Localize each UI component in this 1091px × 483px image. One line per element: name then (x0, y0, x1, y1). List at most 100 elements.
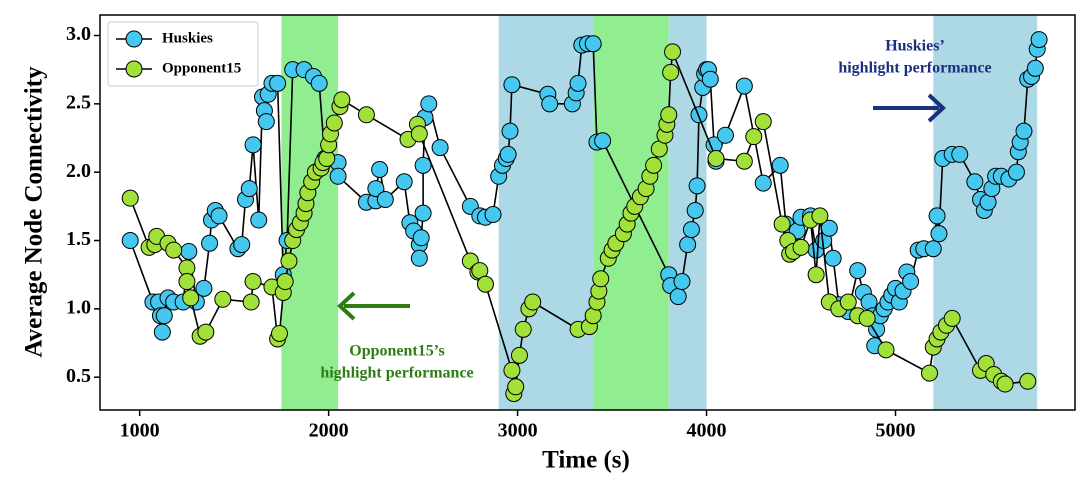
data-point (735, 77, 753, 95)
data-point (686, 201, 704, 219)
legend-marker (125, 60, 143, 78)
data-point (679, 236, 697, 254)
x-tick-label: 4000 (687, 420, 727, 442)
data-point (269, 74, 287, 92)
data-point (165, 241, 183, 259)
data-point (153, 323, 171, 341)
data-point (924, 240, 942, 258)
data-point (682, 221, 700, 239)
data-point (233, 236, 251, 254)
data-point (773, 215, 791, 233)
data-point (902, 273, 920, 291)
data-point (858, 309, 876, 327)
data-point (499, 145, 517, 163)
data-point (735, 152, 753, 170)
data-point (195, 279, 213, 297)
data-point (501, 122, 519, 140)
data-point (541, 95, 559, 113)
data-point (121, 232, 139, 250)
annotation-text: highlight performance (838, 60, 991, 77)
x-tick-label: 1000 (120, 420, 160, 442)
data-point (673, 273, 691, 291)
data-point (824, 249, 842, 267)
data-point (244, 273, 262, 291)
data-point (414, 156, 432, 174)
data-point (921, 364, 939, 382)
data-point (754, 174, 772, 192)
data-point (807, 266, 825, 284)
data-point (276, 273, 294, 291)
data-point (877, 341, 895, 359)
data-point (503, 76, 521, 94)
data-point (484, 206, 502, 224)
legend-box (107, 21, 259, 87)
plot-frame (99, 14, 1076, 411)
data-point (412, 229, 430, 247)
data-point (1026, 59, 1044, 77)
data-point (476, 275, 494, 293)
data-point (1015, 122, 1033, 140)
data-point (771, 156, 789, 174)
legend-label: Opponent15 (162, 60, 241, 76)
x-tick-label: 2000 (309, 420, 349, 442)
data-point (662, 63, 680, 81)
data-point (645, 156, 663, 174)
data-point (716, 126, 734, 144)
data-point (966, 173, 984, 191)
data-point (688, 177, 706, 195)
annotation-arrowhead (337, 291, 356, 321)
x-tick-label: 3000 (498, 420, 538, 442)
data-point (414, 204, 432, 222)
data-point (214, 290, 232, 308)
data-point (811, 207, 829, 225)
x-tick-label: 5000 (875, 420, 915, 442)
data-point (250, 211, 268, 229)
data-point (333, 91, 351, 109)
data-point (930, 225, 948, 243)
data-point (367, 180, 385, 198)
data-point (210, 207, 228, 225)
data-point (701, 70, 719, 88)
annotation-text: highlight performance (320, 365, 473, 382)
x-axis-label: Time (s) (542, 447, 630, 474)
y-tick-label: 1.5 (66, 228, 91, 250)
data-point (839, 293, 857, 311)
y-tick-label: 0.5 (66, 365, 91, 387)
data-point (1030, 31, 1048, 49)
data-point (240, 180, 258, 198)
data-point (849, 262, 867, 280)
data-point (951, 145, 969, 163)
data-point (420, 95, 438, 113)
data-point (507, 378, 525, 396)
data-point (371, 160, 389, 178)
data-point (584, 35, 602, 53)
data-point (707, 150, 725, 168)
data-point (592, 270, 610, 288)
data-point (182, 289, 200, 307)
data-point (943, 309, 961, 327)
data-point (669, 288, 687, 306)
data-point (514, 320, 532, 338)
data-point (569, 74, 587, 92)
data-point (660, 106, 678, 124)
annotation-arrowhead (927, 93, 946, 123)
y-axis-label: Average Node Connectivity (21, 66, 48, 358)
data-point (928, 207, 946, 225)
data-point (510, 346, 528, 364)
data-point (1019, 372, 1037, 390)
data-point (754, 113, 772, 131)
data-point (594, 132, 612, 150)
data-point (242, 293, 260, 311)
legend-label: Huskies (162, 30, 213, 46)
data-point (121, 189, 139, 207)
data-point (410, 125, 428, 143)
data-point (410, 249, 428, 267)
y-tick-label: 1.0 (66, 296, 91, 318)
data-point (792, 238, 810, 256)
data-point (1007, 163, 1025, 181)
data-point (503, 361, 521, 379)
data-point (197, 323, 215, 341)
data-point (996, 375, 1014, 393)
y-tick-label: 2.5 (66, 91, 91, 113)
